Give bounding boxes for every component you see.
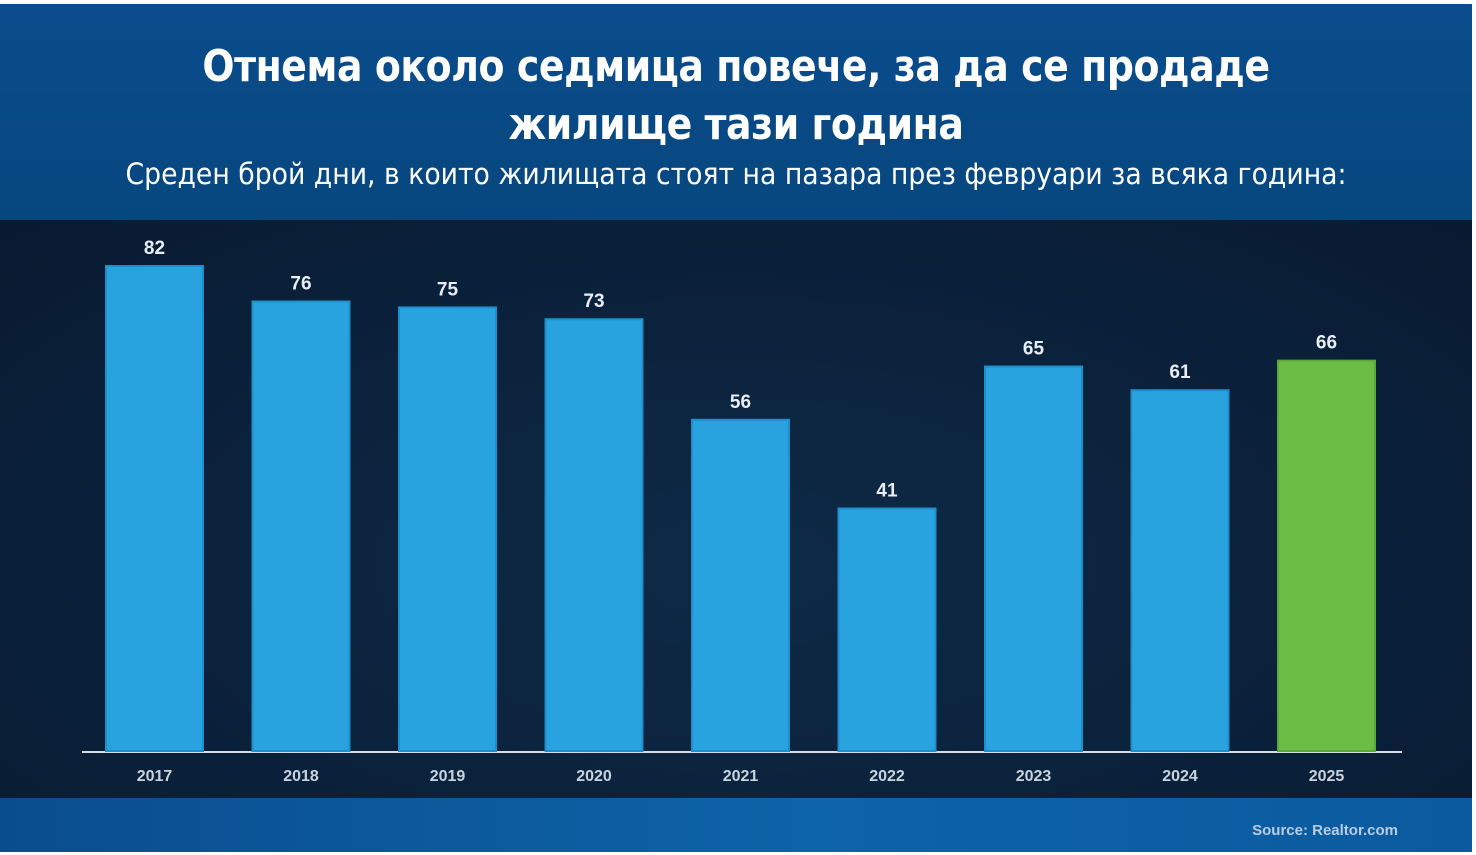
bar-2023: [984, 365, 1083, 753]
data-label-2020: 73: [583, 291, 604, 312]
data-label-2022: 41: [876, 481, 898, 502]
bar-2024: [1130, 389, 1230, 753]
bar-2025: [1277, 359, 1376, 752]
bar-2022: [837, 507, 937, 752]
source-credit: Source: Realtor.com: [1252, 822, 1398, 839]
bar-chart: 82 2017 76 2018 75 2019 73 2020 56 2021 41 2022 65 20…: [82, 238, 1402, 785]
x-tick-label-2025: 2025: [1309, 768, 1345, 785]
x-tick-label-2017: 2017: [137, 768, 173, 785]
data-label-2021: 56: [730, 392, 751, 413]
chart-title-line-2: жилище тази година: [508, 99, 964, 150]
bar-2017: [105, 265, 204, 752]
x-tick-label-2024: 2024: [1162, 768, 1198, 785]
chart-title-line-1: Отнема около седмица повече, за да се пр…: [202, 41, 1270, 92]
data-label-2019: 75: [437, 279, 459, 300]
chart-title: Отнема около седмица повече, за да се пр…: [0, 38, 1472, 154]
data-label-2025: 66: [1316, 333, 1337, 354]
data-label-2018: 76: [290, 273, 311, 294]
x-tick-label-2018: 2018: [283, 768, 319, 785]
x-tick-label-2023: 2023: [1016, 768, 1052, 785]
data-label-2023: 65: [1023, 339, 1045, 360]
footer-banner: Source: Realtor.com: [0, 798, 1472, 852]
bar-2021: [691, 418, 790, 752]
data-label-2017: 82: [144, 238, 165, 259]
bar-2018: [251, 300, 351, 753]
bar-2019: [398, 306, 497, 752]
bar-2020: [544, 318, 644, 752]
x-tick-label-2022: 2022: [869, 768, 905, 785]
infographic-frame: Отнема около седмица повече, за да се пр…: [0, 4, 1472, 852]
x-tick-label-2021: 2021: [723, 768, 759, 785]
x-tick-label-2020: 2020: [576, 768, 612, 785]
data-label-2024: 61: [1169, 362, 1191, 383]
header-banner: Отнема около седмица повече, за да се пр…: [0, 4, 1472, 220]
chart-subtitle: Среден брой дни, в които жилищата стоят …: [125, 157, 1347, 191]
x-tick-label-2019: 2019: [430, 768, 466, 785]
chart-area: 82 2017 76 2018 75 2019 73 2020 56 2021 41 2022 65 20…: [0, 220, 1472, 798]
